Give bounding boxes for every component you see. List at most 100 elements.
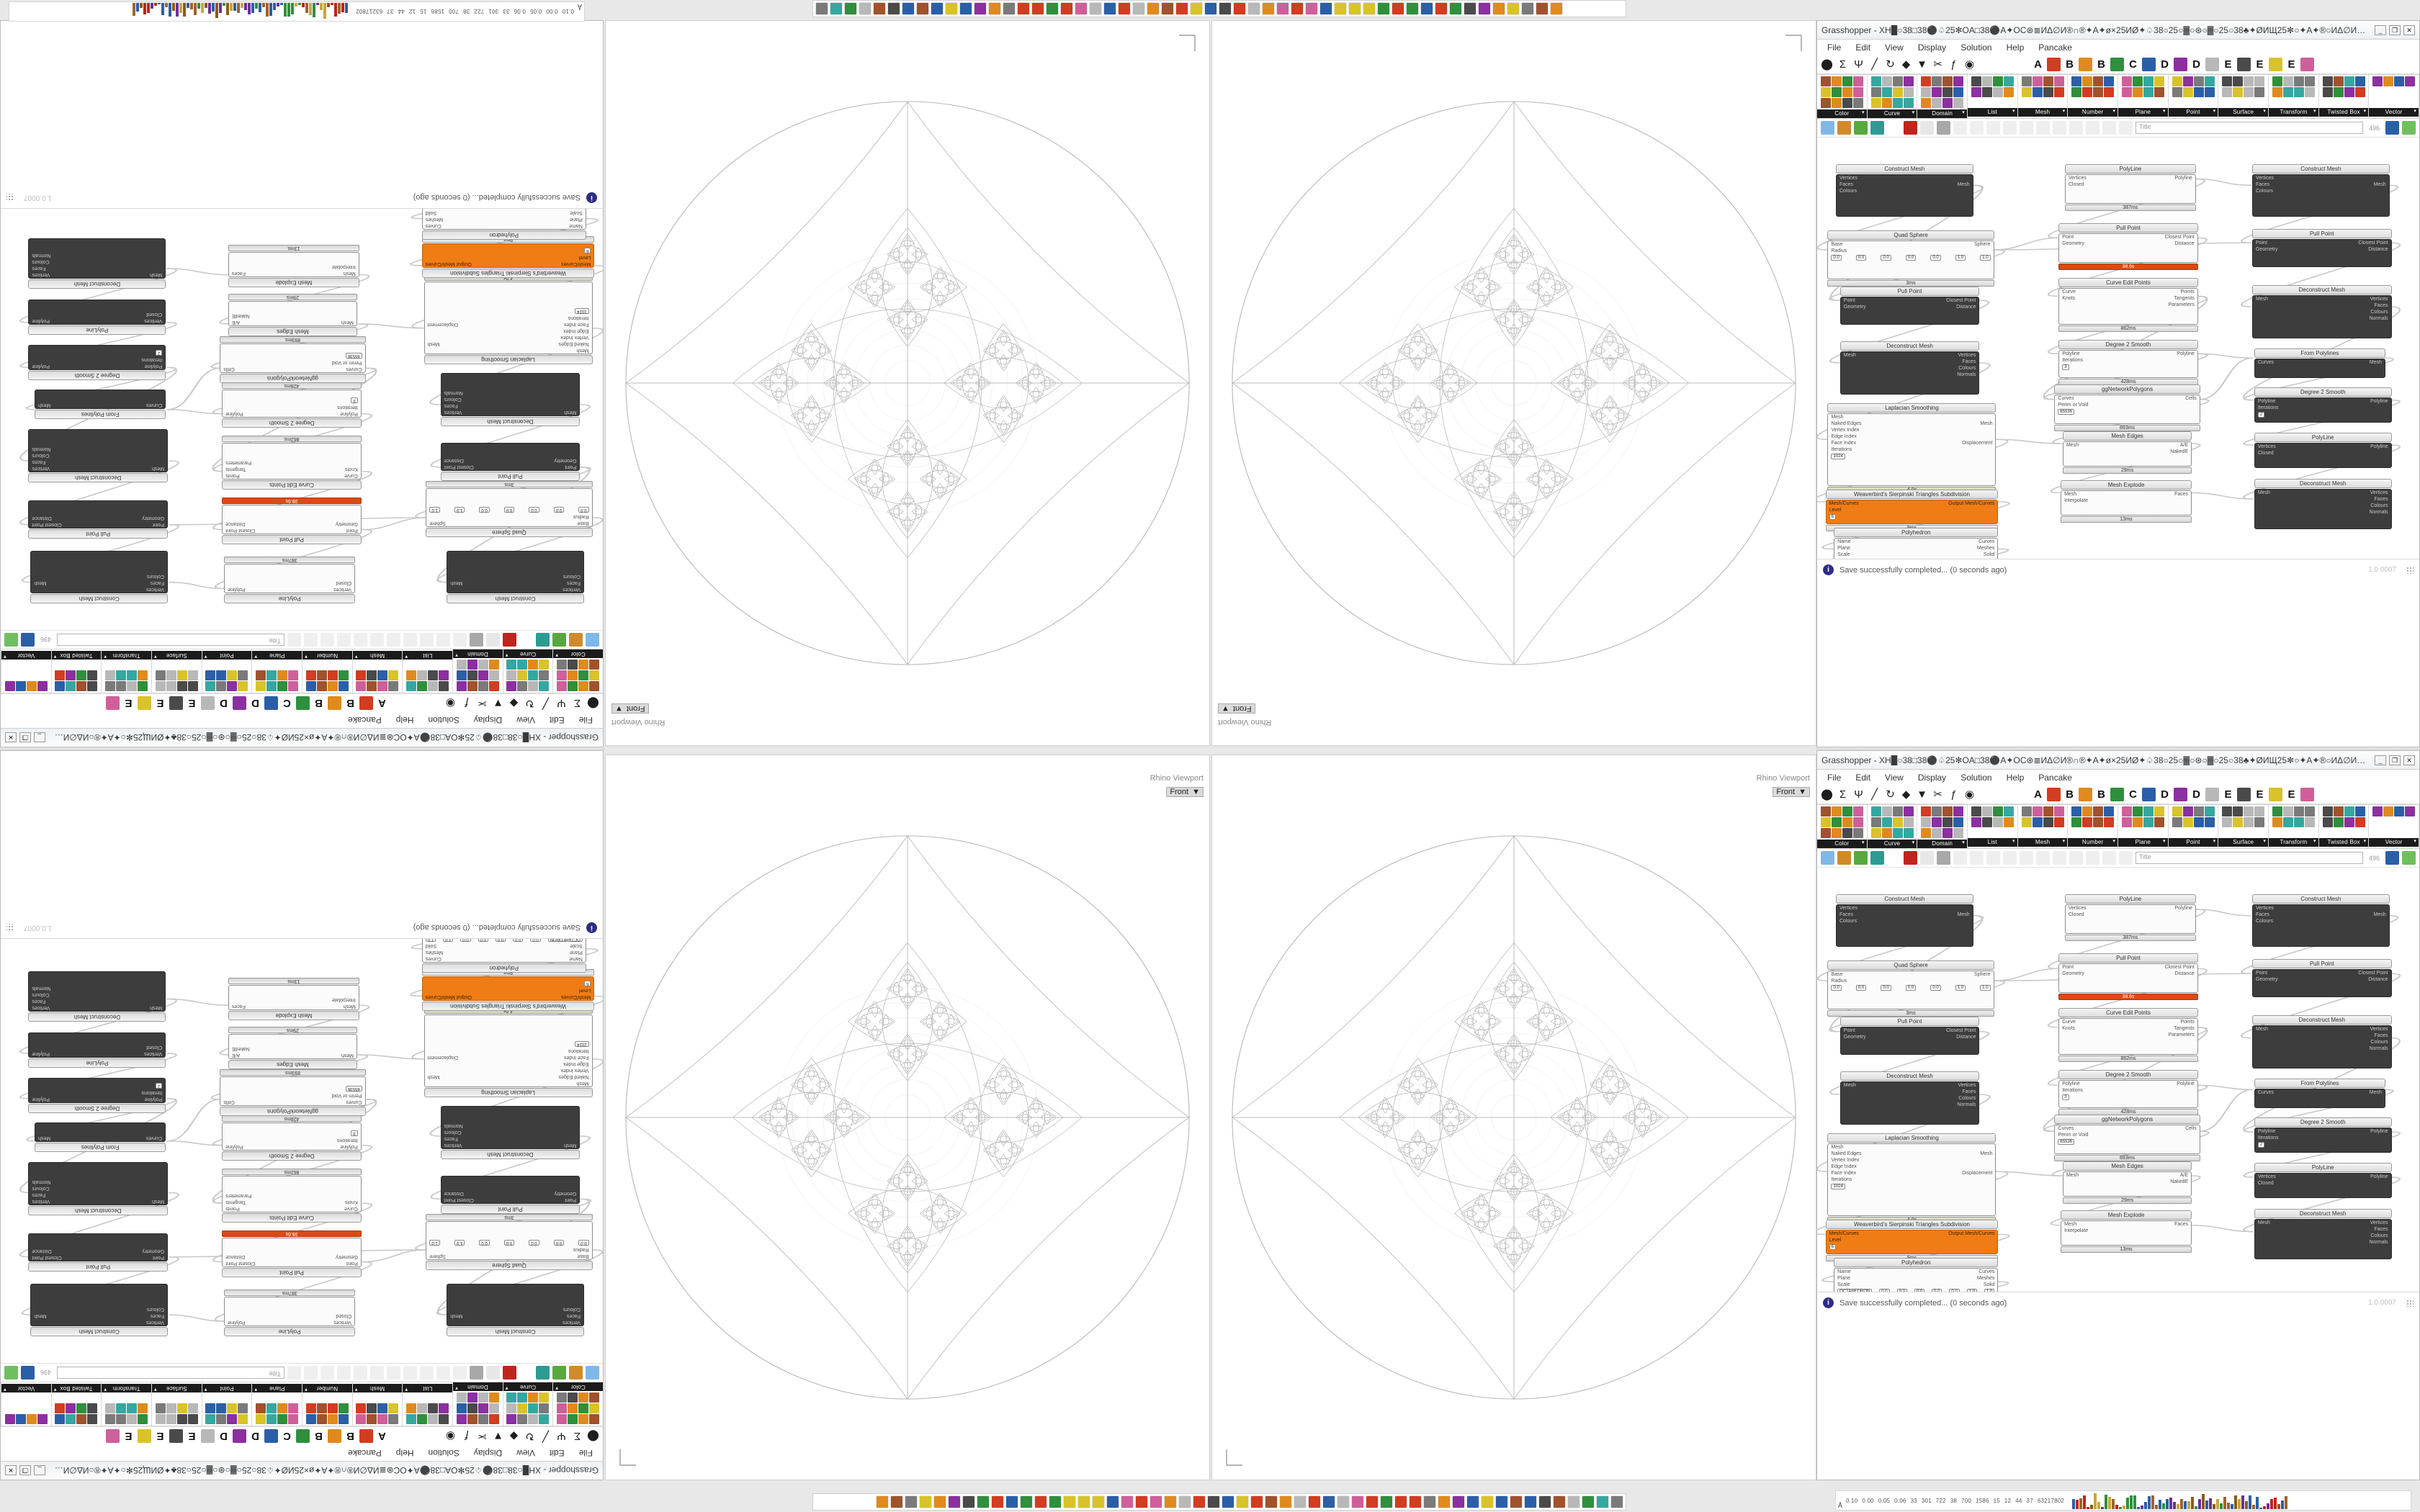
taskbar-top[interactable] bbox=[812, 0, 1626, 17]
node-field[interactable]: 0.0 bbox=[1930, 984, 1941, 991]
editor-icon[interactable] bbox=[1423, 1495, 1436, 1508]
component-icon[interactable] bbox=[2244, 817, 2254, 827]
node-input-label[interactable]: Plane bbox=[1837, 546, 1851, 552]
component-icon[interactable] bbox=[127, 1403, 138, 1413]
node-caption[interactable]: Construct Mesh bbox=[2251, 164, 2390, 174]
taskbar-app-icon[interactable] bbox=[905, 1495, 918, 1508]
photo-icon[interactable] bbox=[931, 2, 944, 15]
component-icon[interactable] bbox=[528, 1403, 539, 1413]
glyph-7-icon[interactable]: ✂ bbox=[1933, 788, 1942, 801]
component-group-curve[interactable]: Curve bbox=[502, 649, 553, 693]
node-input-label[interactable]: Mesh bbox=[343, 1004, 356, 1009]
component-icon[interactable] bbox=[488, 1403, 499, 1413]
fit-icon[interactable] bbox=[287, 1366, 301, 1380]
chart-icon[interactable] bbox=[1060, 2, 1073, 15]
component-icon-0[interactable] bbox=[2047, 788, 2061, 801]
node-field[interactable]: 1.0 bbox=[454, 1240, 465, 1246]
node-input-label[interactable]: Vertices bbox=[2255, 176, 2274, 181]
taskbar-app-icon[interactable] bbox=[1118, 2, 1131, 15]
node-field[interactable]: 65536 bbox=[345, 1085, 362, 1092]
component-group-vector[interactable]: Vector bbox=[2369, 805, 2419, 848]
taskbar-app-icon[interactable] bbox=[1334, 2, 1347, 15]
node-output-label[interactable]: Parameters bbox=[2168, 302, 2195, 307]
menu-item-file[interactable]: File bbox=[1827, 42, 1842, 53]
component-icon[interactable] bbox=[1842, 828, 1852, 838]
graph-node[interactable]: Degree 2 Smooth Polyline Polyline Iteration… bbox=[2254, 387, 2392, 423]
node-body[interactable]: Mesh Vertices Faces Colours Normals bbox=[2251, 1025, 2392, 1069]
archive-icon[interactable] bbox=[1351, 1495, 1364, 1508]
component-icon[interactable] bbox=[277, 1414, 288, 1424]
component-icon[interactable] bbox=[2272, 806, 2282, 816]
node-output-label[interactable]: Normals bbox=[32, 1179, 51, 1185]
component-icon[interactable] bbox=[1942, 806, 1953, 816]
menu-item-display[interactable]: Display bbox=[1917, 42, 1947, 53]
node-output-label[interactable]: Polyline bbox=[2177, 1081, 2195, 1086]
component-icon[interactable] bbox=[26, 1414, 37, 1424]
component-icon[interactable] bbox=[2003, 817, 2014, 827]
graph-node[interactable]: Quad Sphere Base Sphere Radius 0.0 0.0 0.0 0.0 0… bbox=[426, 480, 593, 538]
component-group-label[interactable]: Twisted Box bbox=[2318, 108, 2369, 117]
leaf-icon[interactable] bbox=[1854, 851, 1868, 865]
graph-node[interactable]: Pull Point Point Closest Point Geometry Dist… bbox=[2251, 958, 2392, 997]
component-icon[interactable] bbox=[578, 681, 589, 691]
node-body[interactable]: NameCurvesPlaneMeshesScaleSolidOCTAHEDRO… bbox=[421, 209, 586, 230]
component-icon[interactable] bbox=[155, 1403, 166, 1413]
node-input-label[interactable]: Iterations bbox=[568, 1048, 589, 1054]
component-icon[interactable] bbox=[1870, 806, 1881, 816]
node-caption[interactable]: Quad Sphere bbox=[1827, 960, 1994, 970]
node-input-label[interactable]: Vertex Index bbox=[1831, 1157, 1860, 1163]
node-output-label[interactable]: Faces bbox=[444, 1136, 458, 1142]
node-input-label[interactable]: Point bbox=[153, 522, 165, 528]
node-body[interactable]: Polyline Polyline Iterations 2 bbox=[28, 344, 166, 370]
component-icon-8[interactable] bbox=[106, 696, 120, 710]
maximize-button[interactable]: ❐ bbox=[19, 732, 31, 743]
node-input-label[interactable]: Mesh bbox=[576, 1081, 589, 1086]
node-field[interactable]: OCTAHEDRON bbox=[1837, 1289, 1873, 1292]
component-icon[interactable] bbox=[428, 1403, 439, 1413]
component-icon[interactable] bbox=[2104, 806, 2115, 816]
glyph-9-icon[interactable]: ◉ bbox=[1964, 58, 1975, 71]
node-input-label[interactable]: Mesh bbox=[2064, 1221, 2077, 1227]
component-group-transform[interactable]: Transform bbox=[101, 649, 151, 693]
node-output-label[interactable]: Colours bbox=[2370, 503, 2388, 508]
taskbar-app-icon[interactable] bbox=[1020, 1495, 1033, 1508]
component-icon[interactable] bbox=[87, 670, 98, 680]
node-field[interactable]: 1.0 bbox=[1980, 254, 1991, 261]
node-output-label[interactable]: Faces bbox=[2374, 1032, 2388, 1038]
component-icon[interactable] bbox=[2043, 817, 2053, 827]
component-icon[interactable] bbox=[1981, 817, 1992, 827]
node-field[interactable]: 1.0 bbox=[1984, 1289, 1995, 1292]
resize-grip[interactable] bbox=[2406, 1299, 2414, 1307]
component-group-label[interactable]: Vector bbox=[2369, 838, 2419, 847]
node-field[interactable]: 1024 bbox=[1831, 453, 1845, 459]
export-icon[interactable] bbox=[4, 633, 18, 647]
component-icon[interactable] bbox=[1953, 817, 1964, 827]
component-icon[interactable] bbox=[2172, 806, 2182, 816]
taskbar-app-icon[interactable] bbox=[1150, 1495, 1162, 1508]
node-caption[interactable]: Laplacian Smoothing bbox=[1827, 1133, 1996, 1143]
node-caption[interactable]: Curve Edit Points bbox=[222, 1213, 362, 1223]
component-icon[interactable] bbox=[2021, 806, 2032, 816]
component-icon-0[interactable] bbox=[359, 1429, 373, 1443]
component-icon[interactable] bbox=[478, 681, 488, 691]
component-icon[interactable] bbox=[1852, 817, 1863, 827]
grey-gem-icon[interactable] bbox=[470, 633, 483, 647]
component-icon[interactable] bbox=[388, 670, 399, 680]
component-icon-7[interactable] bbox=[138, 1429, 151, 1443]
terminal-icon[interactable] bbox=[988, 2, 1001, 15]
component-icon[interactable] bbox=[127, 681, 138, 691]
node-input-label[interactable]: Closed bbox=[336, 1313, 352, 1318]
node-output-label[interactable]: Tangents bbox=[2174, 1026, 2195, 1031]
component-group-point[interactable]: Point bbox=[2168, 805, 2219, 848]
component-group-curve[interactable]: Curve bbox=[502, 1382, 553, 1426]
node-input-label[interactable]: Mesh bbox=[1831, 414, 1844, 420]
graph-node[interactable]: ggNetworkPolygons Curves Cells Perim or Voi… bbox=[2054, 384, 2200, 432]
node-output-label[interactable]: NakedE bbox=[2170, 1179, 2189, 1184]
component-icon[interactable] bbox=[227, 670, 238, 680]
node-caption[interactable]: Deconstruct Mesh bbox=[28, 279, 166, 289]
component-icon[interactable] bbox=[2132, 76, 2143, 86]
search-icon[interactable] bbox=[2003, 121, 2017, 135]
node-body[interactable]: Polyline Polyline Iterations 2 bbox=[28, 1077, 166, 1103]
component-group-list[interactable]: List bbox=[1968, 805, 2018, 848]
component-icon[interactable] bbox=[87, 1403, 98, 1413]
